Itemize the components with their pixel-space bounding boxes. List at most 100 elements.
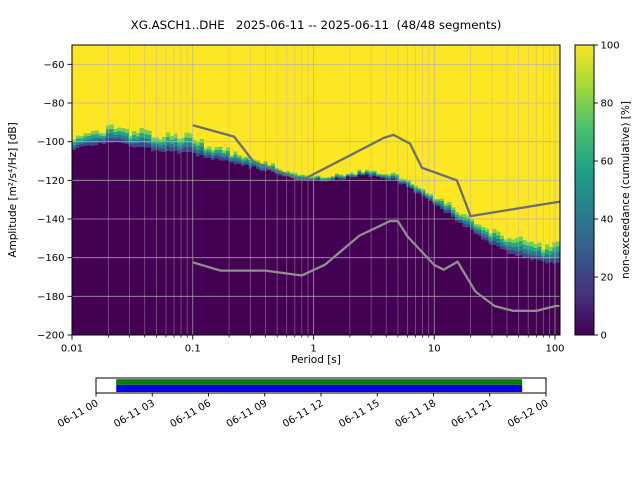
ppsd-transition: [199, 147, 204, 152]
timeline-coverage-bottom: [116, 384, 523, 392]
ppsd-transition: [458, 218, 463, 221]
y-tick-label: −140: [37, 215, 64, 226]
ppsd-transition: [556, 246, 560, 253]
ppsd-column: [94, 145, 99, 335]
x-tick-label: 0.01: [61, 344, 83, 355]
ppsd-transition: [447, 202, 452, 205]
ppsd-column: [297, 179, 302, 335]
ppsd-transition: [267, 165, 272, 167]
ppsd-transition: [312, 176, 317, 178]
ppsd-transition: [327, 176, 332, 178]
ppsd-column: [496, 246, 501, 335]
ppsd-column: [402, 184, 407, 335]
ppsd-transition: [499, 242, 505, 246]
ppsd-column: [406, 187, 411, 335]
ppsd-transition: [383, 177, 388, 179]
ppsd-transition: [113, 135, 118, 139]
ppsd-transition: [469, 224, 475, 228]
ppsd-transition: [158, 139, 163, 143]
ppsd-column: [188, 152, 193, 335]
x-tick-label: 10: [428, 344, 441, 355]
ppsd-transition: [428, 194, 433, 196]
ppsd-transition: [218, 156, 223, 161]
ppsd-transition: [105, 129, 111, 134]
ppsd-transition: [499, 245, 505, 250]
ppsd-transition: [79, 138, 84, 142]
ppsd-column: [346, 176, 351, 335]
ppsd-column: [529, 260, 535, 335]
ppsd-transition: [361, 173, 366, 175]
ppsd-transition: [342, 178, 347, 180]
ppsd-transition: [244, 160, 249, 163]
ppsd-transition: [252, 162, 257, 165]
ppsd-transition: [379, 175, 385, 177]
ppsd-transition: [207, 146, 212, 150]
ppsd-transition: [124, 132, 129, 137]
ppsd-transition: [499, 235, 505, 239]
ppsd-transition: [210, 152, 216, 155]
ppsd-transition: [481, 226, 486, 231]
ppsd-transition: [454, 212, 460, 215]
ppsd-transition: [162, 148, 167, 153]
ppsd-transition: [409, 186, 415, 188]
ppsd-transition: [436, 202, 441, 205]
ppsd-heatmap: [72, 124, 560, 335]
ppsd-transition: [417, 187, 422, 190]
ppsd-transition: [180, 137, 186, 142]
ppsd-transition: [402, 181, 407, 183]
ppsd-transition: [376, 176, 381, 178]
ppsd-transition: [90, 138, 96, 143]
ppsd-transition: [556, 252, 560, 258]
ppsd-transition: [364, 172, 370, 174]
ppsd-column: [338, 179, 343, 335]
ppsd-transition: [496, 235, 501, 240]
ppsd-transition: [466, 224, 471, 228]
ppsd-transition: [544, 249, 550, 255]
ppsd-transition: [218, 146, 223, 151]
timeline-tick-label: 06-11 18: [394, 398, 438, 430]
ppsd-transition: [184, 147, 189, 153]
ppsd-transition: [503, 239, 508, 243]
ppsd-transition: [376, 173, 381, 175]
ppsd-transition: [75, 144, 81, 149]
ppsd-transition: [308, 177, 313, 179]
ppsd-transition: [394, 174, 400, 176]
ppsd-transition: [150, 137, 156, 142]
ppsd-column: [544, 263, 550, 335]
ppsd-transition: [484, 234, 490, 238]
ppsd-transition: [229, 160, 234, 163]
ppsd-transition: [98, 133, 103, 136]
ppsd-transition: [473, 228, 478, 232]
ppsd-transition: [312, 178, 317, 180]
ppsd-column: [372, 175, 377, 335]
ppsd-transition: [225, 150, 231, 155]
ppsd-column: [398, 184, 403, 335]
ppsd-transition: [522, 253, 527, 259]
ppsd-column: [428, 200, 433, 335]
ppsd-column: [135, 146, 141, 335]
ppsd-column: [473, 233, 478, 335]
ppsd-column: [252, 166, 257, 335]
ppsd-transition: [409, 187, 415, 189]
y-axis-label: Amplitude [m²/s⁴/Hz] [dB]: [7, 122, 19, 257]
ppsd-transition: [218, 150, 223, 154]
ppsd-transition: [477, 227, 482, 231]
ppsd-transition: [308, 178, 313, 180]
ppsd-transition: [72, 142, 77, 145]
ppsd-transition: [297, 176, 302, 178]
ppsd-transition: [255, 160, 261, 163]
ppsd-transition: [132, 135, 137, 140]
ppsd-column: [79, 146, 84, 335]
ppsd-transition: [90, 134, 96, 139]
ppsd-transition: [244, 156, 249, 159]
ppsd-column: [128, 146, 133, 335]
ppsd-transition: [177, 146, 182, 150]
ppsd-transition: [297, 177, 302, 179]
ppsd-transition: [447, 210, 452, 213]
ppsd-transition: [368, 173, 373, 176]
ppsd-transition: [394, 175, 400, 178]
ppsd-column: [207, 157, 212, 335]
ppsd-transition: [203, 150, 208, 154]
ppsd-transition: [488, 239, 493, 242]
ppsd-transition: [139, 128, 144, 133]
